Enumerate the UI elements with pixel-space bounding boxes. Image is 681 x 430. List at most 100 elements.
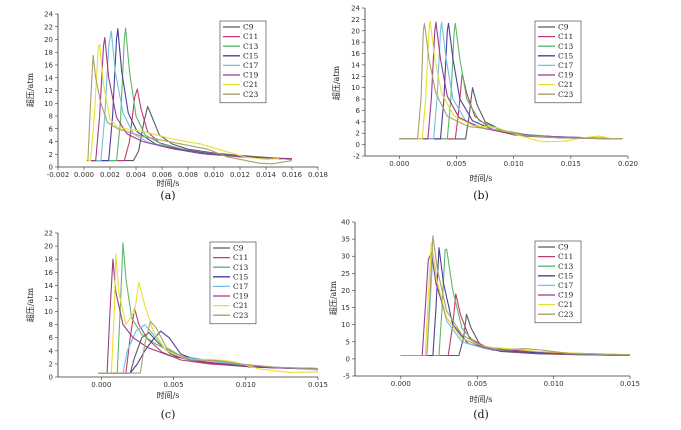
y-tick-label: 20 xyxy=(341,287,350,295)
legend-label: C9 xyxy=(233,244,244,253)
legend-label: C21 xyxy=(558,300,573,309)
y-tick-label: 18 xyxy=(44,49,53,57)
x-tick-label: 0.000 xyxy=(389,160,409,168)
legend-label: C23 xyxy=(558,310,574,319)
y-tick-label: 4 xyxy=(49,138,54,146)
legend-label: C9 xyxy=(558,243,569,252)
legend-label: C21 xyxy=(233,301,248,310)
series-line-c23 xyxy=(399,22,623,140)
series-group xyxy=(399,20,623,143)
y-tick-label: 2 xyxy=(49,360,53,368)
legend-label: C19 xyxy=(243,71,259,80)
legend-label: C9 xyxy=(243,23,254,32)
y-tick-label: 5 xyxy=(346,338,350,346)
panel-a: -0.002 0.000 0.002 0.004 0.006 0.008 0.010 0.01… xyxy=(25,11,328,203)
y-tick-label: 22 xyxy=(44,230,53,238)
x-tick-label: 0.015 xyxy=(561,160,581,168)
y-tick-label: 24 xyxy=(44,11,53,19)
series-line-c19 xyxy=(90,37,293,162)
y-tick-label: 14 xyxy=(351,61,360,69)
legend-label: C15 xyxy=(243,51,259,60)
series-line-c9 xyxy=(399,87,623,140)
y-tick-label: 10 xyxy=(341,321,350,329)
x-tick-label: 0.008 xyxy=(178,171,198,179)
x-tick-label: 0.005 xyxy=(164,381,184,389)
y-tick-label: 0 xyxy=(49,374,53,382)
x-tick-label: 0.000 xyxy=(74,171,94,179)
y-axis-label: 超压/atm xyxy=(25,72,35,107)
x-tick-label: 0.010 xyxy=(204,171,224,179)
legend-label: C21 xyxy=(243,80,258,89)
y-tick-label: 40 xyxy=(341,219,350,227)
y-tick-label: 20 xyxy=(44,36,53,44)
legend-label: C11 xyxy=(243,32,258,41)
legend-label: C9 xyxy=(558,23,569,32)
legend-label: C17 xyxy=(558,281,574,290)
y-axis-label: 超压/atm xyxy=(25,287,35,322)
x-tick-label: 0.005 xyxy=(467,380,487,388)
series-line-c23 xyxy=(400,235,630,357)
series-line-c15 xyxy=(98,330,318,374)
y-tick-label: 6 xyxy=(49,334,54,342)
legend-box xyxy=(209,241,257,325)
legend-label: C19 xyxy=(233,292,249,301)
x-axis-label: 时间/s xyxy=(470,173,493,183)
series-group xyxy=(400,235,630,357)
x-tick-label: 0.014 xyxy=(256,171,277,179)
y-tick-label: 20 xyxy=(44,243,53,251)
series-group xyxy=(86,27,293,165)
panel-c: 0.000 0.005 0.010 0.015 0 2 4 6 8 10 12 14 16 18 20 22 时… xyxy=(25,230,328,422)
series-line-c11 xyxy=(400,293,630,357)
legend-label: C13 xyxy=(558,262,574,271)
legend-label: C11 xyxy=(558,252,573,261)
legend-label: C21 xyxy=(558,80,573,89)
series-line-c21 xyxy=(400,241,630,357)
series-line-c11 xyxy=(399,72,623,140)
y-tick-label: 22 xyxy=(44,23,53,31)
series-line-c23 xyxy=(98,320,318,374)
y-tick-label: -5 xyxy=(343,373,350,381)
legend-label: C13 xyxy=(558,42,574,51)
x-tick-label: 0.010 xyxy=(544,380,564,388)
x-tick-label: 0.020 xyxy=(618,160,638,168)
legend-label: C23 xyxy=(233,311,249,320)
y-tick-label: 20 xyxy=(351,27,360,35)
panel-d: 0.000 0.005 0.010 0.015 -5 0 5 10 15 20 25 30 35 40 时间… xyxy=(328,219,640,422)
y-tick-label: 10 xyxy=(351,84,360,92)
y-tick-label: 8 xyxy=(49,113,53,121)
legend-label: C17 xyxy=(558,61,574,70)
y-tick-label: 22 xyxy=(351,16,360,24)
y-tick-label: 18 xyxy=(44,256,53,264)
series-line-c15 xyxy=(400,247,630,357)
y-tick-label: 6 xyxy=(49,125,54,133)
x-tick-label: 0.005 xyxy=(446,160,466,168)
legend-label: C19 xyxy=(558,71,574,80)
y-tick-label: 12 xyxy=(44,295,53,303)
y-tick-label: 24 xyxy=(351,5,360,13)
x-tick-label: 0.012 xyxy=(230,171,250,179)
y-tick-label: 0 xyxy=(49,164,53,172)
x-tick-label: 0.010 xyxy=(504,160,524,168)
series-line-c23 xyxy=(86,54,293,165)
series-line-c19 xyxy=(400,252,630,357)
series-line-c21 xyxy=(86,44,280,162)
legend-label: C23 xyxy=(243,90,259,99)
y-tick-label: 30 xyxy=(341,253,350,261)
legend-label: C15 xyxy=(558,51,574,60)
y-tick-label: 10 xyxy=(44,308,53,316)
y-tick-label: 2 xyxy=(356,130,360,138)
panel-b: 0.000 0.005 0.010 0.015 0.020-20246810121416… xyxy=(331,5,638,203)
y-tick-label: 35 xyxy=(341,236,350,244)
y-tick-label: 16 xyxy=(351,50,360,58)
y-tick-label: 18 xyxy=(351,39,360,47)
x-tick-label: 0.006 xyxy=(152,171,173,179)
y-tick-label: 15 xyxy=(341,304,350,312)
y-tick-label: 12 xyxy=(351,73,360,81)
panel-label: (d) xyxy=(473,408,489,421)
legend-box xyxy=(534,240,582,324)
